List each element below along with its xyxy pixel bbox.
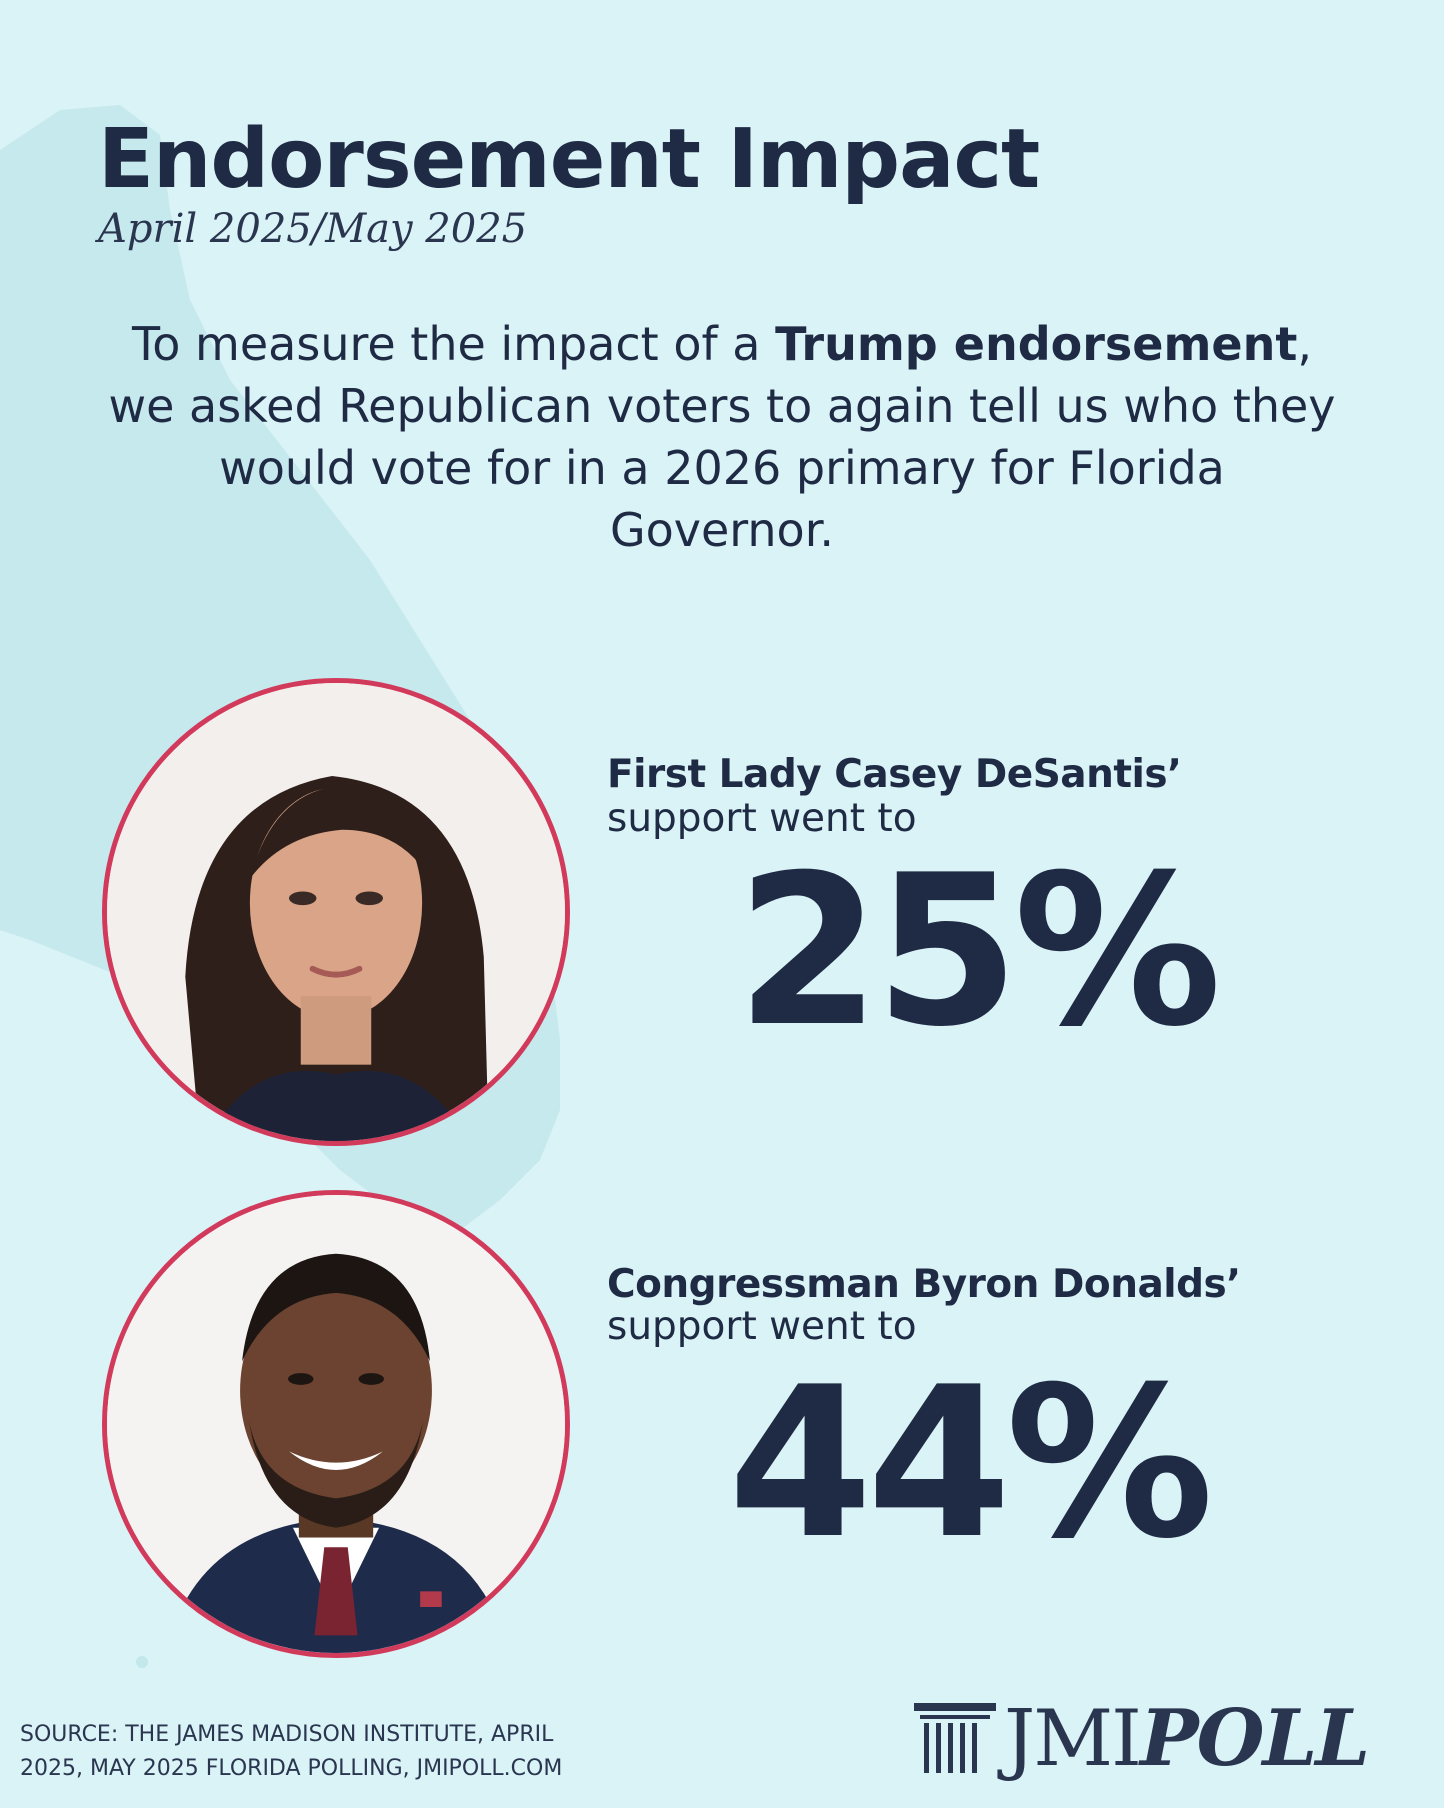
- intro-text-2: , we asked Republican voters to again te…: [108, 317, 1336, 557]
- portrait-casey-desantis: [102, 678, 570, 1146]
- source-line-1: SOURCE: THE JAMES MADISON INSTITUTE, APR…: [20, 1722, 554, 1747]
- logo-text-jmi: JMI: [1004, 1693, 1142, 1784]
- source-note: SOURCE: THE JAMES MADISON INSTITUTE, APR…: [20, 1718, 660, 1786]
- intro-bold: Trump endorsement: [775, 317, 1298, 371]
- intro-paragraph: To measure the impact of a Trump endorse…: [100, 313, 1344, 561]
- intro-text-1: To measure the impact of a: [132, 317, 776, 371]
- jmipoll-logo: JMIPOLL: [912, 1692, 1370, 1784]
- candidate-1-subtitle: support went to: [607, 796, 917, 841]
- logo-text-poll: POLL: [1139, 1692, 1370, 1784]
- logo-text: JMIPOLL: [1004, 1692, 1370, 1784]
- date-subtitle: April 2025/May 2025: [98, 206, 528, 252]
- candidate-2-subtitle: support went to: [607, 1304, 917, 1349]
- column-logo-icon: [914, 1703, 996, 1773]
- portrait-byron-donalds: [102, 1190, 570, 1658]
- page-title: Endorsement Impact: [98, 112, 1040, 207]
- candidate-1-percent: 25%: [736, 831, 1222, 1073]
- candidate-1-name: First Lady Casey DeSantis’: [607, 752, 1182, 797]
- candidate-2-percent: 44%: [728, 1343, 1214, 1585]
- source-line-2: 2025, MAY 2025 FLORIDA POLLING, JMIPOLL.…: [20, 1756, 563, 1781]
- candidate-2-name: Congressman Byron Donalds’: [607, 1262, 1241, 1307]
